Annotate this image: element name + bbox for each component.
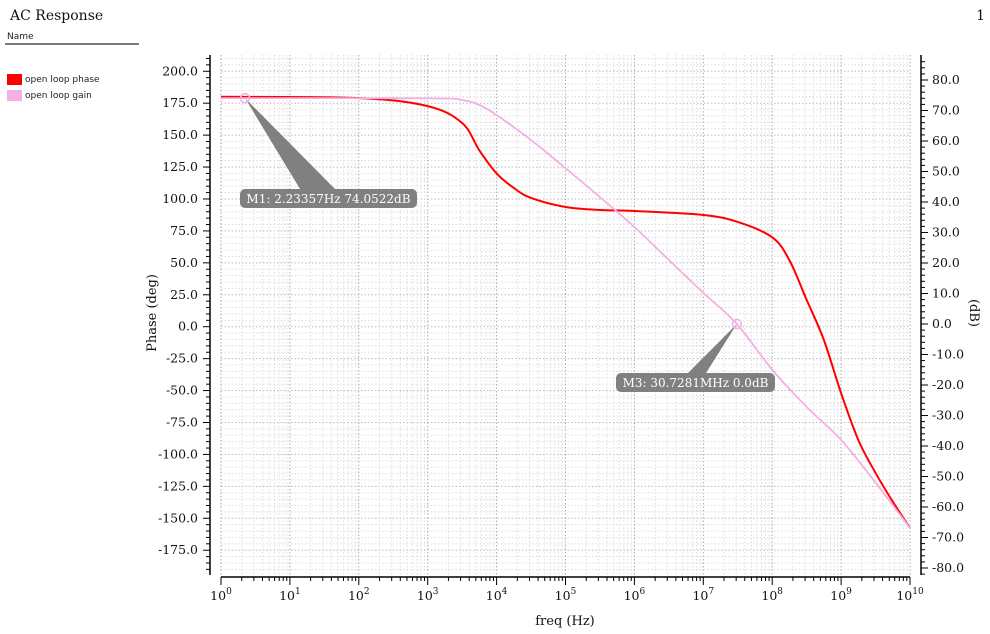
y-tick-label-right: -10.0 bbox=[932, 347, 964, 362]
x-tick-label: 108 bbox=[761, 587, 783, 603]
y-tick-label-left: 200.0 bbox=[162, 63, 198, 78]
y-tick-label-left: -125.0 bbox=[158, 478, 198, 493]
axes: 200.0 175.0 150.0 125.0 100.0 75.0 50.0 25.0 0.0… bbox=[158, 55, 964, 603]
x-tick-label: 1010 bbox=[896, 587, 924, 603]
y-tick-label-left: 125.0 bbox=[162, 159, 198, 174]
x-tick-label: 105 bbox=[555, 587, 577, 603]
y-tick-label-right: 0.0 bbox=[932, 316, 952, 331]
legend-label: open loop phase bbox=[25, 74, 100, 85]
page-number: 1 bbox=[976, 8, 985, 24]
x-tick-label: 106 bbox=[624, 587, 646, 603]
markers[interactable]: M1: 2.23357Hz 74.0522dB M3: 30.7281MHz 0.… bbox=[239, 92, 775, 393]
grid bbox=[220, 55, 911, 575]
y-tick-label-right: -20.0 bbox=[932, 377, 964, 392]
legend-swatch bbox=[7, 74, 22, 85]
marker-label-box bbox=[616, 373, 775, 392]
x-tick-label: 100 bbox=[210, 587, 232, 603]
x-tick-label: 109 bbox=[830, 587, 852, 603]
y-tick-label-left: -25.0 bbox=[166, 351, 198, 366]
y-tick-label-left: -100.0 bbox=[158, 446, 198, 461]
y-axis-left-label: Phase (deg) bbox=[145, 274, 160, 352]
x-tick-label: 101 bbox=[279, 587, 301, 603]
y-tick-label-right: 40.0 bbox=[932, 194, 960, 209]
x-tick-label: 102 bbox=[348, 587, 370, 603]
y-tick-label-left: -75.0 bbox=[166, 414, 198, 429]
marker-point bbox=[239, 92, 251, 104]
y-tick-label-right: -70.0 bbox=[932, 530, 964, 545]
x-tick-label: 103 bbox=[417, 587, 439, 603]
series-line-gain bbox=[220, 97, 911, 529]
y-tick-label-right: 80.0 bbox=[932, 72, 960, 87]
marker-m1[interactable]: M1: 2.23357Hz 74.0522dB bbox=[239, 92, 417, 208]
marker-label-box bbox=[240, 189, 417, 208]
legend-swatch bbox=[7, 90, 22, 101]
legend-item-gain[interactable]: open loop gain bbox=[7, 90, 92, 101]
y-tick-label-right: 70.0 bbox=[932, 103, 960, 118]
marker-m3[interactable]: M3: 30.7281MHz 0.0dB bbox=[616, 318, 775, 393]
series-line-phase bbox=[220, 95, 911, 529]
marker-label: M3: 30.7281MHz 0.0dB bbox=[623, 376, 769, 390]
y-tick-label-left: 50.0 bbox=[170, 255, 198, 270]
legend-item-phase[interactable]: open loop phase bbox=[7, 74, 100, 85]
marker-point bbox=[731, 318, 743, 330]
marker-pointer bbox=[245, 98, 335, 189]
y-axis-right-label: (dB) bbox=[966, 299, 981, 327]
marker-label: M1: 2.23357Hz 74.0522dB bbox=[246, 192, 410, 206]
y-tick-label-left: -175.0 bbox=[158, 542, 198, 557]
y-tick-label-right: -60.0 bbox=[932, 499, 964, 514]
y-tick-label-right: -50.0 bbox=[932, 469, 964, 484]
y-tick-label-left: -50.0 bbox=[166, 383, 198, 398]
y-tick-label-left: 175.0 bbox=[162, 95, 198, 110]
y-tick-label-right: 20.0 bbox=[932, 255, 960, 270]
y-tick-label-right: -80.0 bbox=[932, 560, 964, 575]
y-tick-label-right: 10.0 bbox=[932, 286, 960, 301]
x-tick-label: 104 bbox=[486, 587, 508, 603]
name-column-header[interactable]: Name bbox=[5, 32, 139, 45]
marker-pointer bbox=[688, 324, 737, 373]
x-axis-label: freq (Hz) bbox=[535, 614, 595, 629]
legend-label: open loop gain bbox=[25, 90, 92, 101]
y-tick-label-left: 75.0 bbox=[170, 223, 198, 238]
y-tick-label-left: 25.0 bbox=[170, 287, 198, 302]
x-tick-label: 107 bbox=[692, 587, 714, 603]
y-tick-label-right: -40.0 bbox=[932, 438, 964, 453]
y-tick-label-right: 30.0 bbox=[932, 225, 960, 240]
window-title: AC Response bbox=[10, 8, 104, 24]
y-tick-label-right: -30.0 bbox=[932, 408, 964, 423]
series bbox=[220, 95, 911, 529]
y-tick-label-left: 100.0 bbox=[162, 191, 198, 206]
y-tick-label-right: 60.0 bbox=[932, 133, 960, 148]
y-tick-label-left: 0.0 bbox=[178, 319, 198, 334]
y-tick-label-left: 150.0 bbox=[162, 127, 198, 142]
y-tick-label-right: 50.0 bbox=[932, 164, 960, 179]
y-tick-label-left: -150.0 bbox=[158, 510, 198, 525]
